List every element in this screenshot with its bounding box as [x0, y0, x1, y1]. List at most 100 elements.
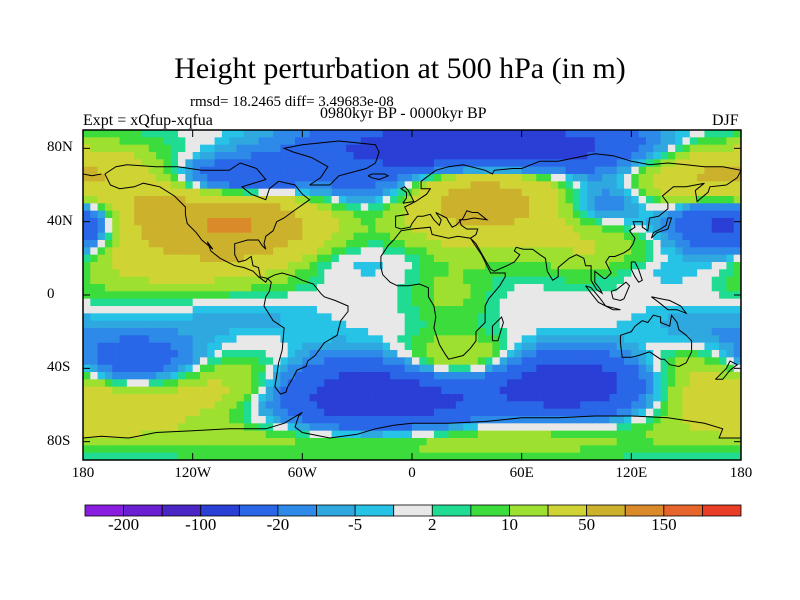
field-cell	[572, 386, 581, 395]
field-cell	[397, 137, 406, 146]
field-cell	[558, 379, 567, 388]
field-cell	[550, 335, 559, 344]
field-cell	[514, 320, 523, 329]
field-cell	[682, 394, 691, 402]
field-cell	[704, 306, 713, 314]
field-cell	[558, 240, 567, 248]
field-cell	[463, 254, 472, 263]
field-cell	[346, 342, 355, 351]
field-cell	[126, 445, 135, 454]
field-cell	[119, 210, 128, 219]
field-cell	[316, 218, 325, 226]
field-cell	[258, 166, 267, 175]
field-cell	[528, 196, 537, 204]
field-cell	[689, 350, 698, 358]
field-cell	[346, 130, 355, 138]
field-cell	[726, 320, 735, 329]
field-cell	[156, 196, 165, 204]
field-cell	[412, 372, 420, 380]
field-cell	[704, 328, 713, 336]
field-cell	[324, 357, 333, 366]
field-cell	[528, 159, 537, 168]
field-cell	[163, 210, 172, 219]
field-cell	[382, 240, 391, 248]
field-cell	[156, 306, 165, 314]
field-cell	[616, 144, 625, 153]
field-cell	[148, 254, 157, 263]
field-cell	[199, 394, 208, 402]
field-cell	[163, 342, 172, 351]
field-cell	[587, 350, 596, 358]
field-cell	[594, 423, 603, 432]
field-cell	[477, 408, 486, 417]
field-cell	[309, 452, 318, 460]
field-cell	[697, 313, 706, 322]
field-cell	[492, 218, 501, 226]
field-cell	[104, 269, 113, 278]
field-cell	[726, 210, 735, 219]
field-cell	[521, 423, 530, 432]
field-cell	[660, 232, 669, 241]
field-cell	[134, 203, 143, 212]
field-cell	[521, 276, 530, 285]
field-cell	[492, 232, 501, 241]
field-cell	[485, 137, 494, 146]
field-cell	[558, 210, 567, 219]
field-cell	[192, 210, 201, 219]
field-cell	[631, 445, 640, 454]
field-cell	[221, 452, 230, 460]
field-cell	[470, 379, 479, 388]
field-cell	[565, 350, 574, 358]
field-cell	[543, 137, 552, 146]
field-cell	[346, 210, 355, 219]
field-cell	[638, 357, 647, 366]
field-cell	[178, 144, 186, 153]
field-cell	[719, 452, 727, 460]
field-cell	[178, 152, 186, 160]
field-cell	[229, 218, 238, 226]
field-cell	[324, 416, 333, 424]
field-cell	[704, 452, 713, 460]
field-cell	[353, 284, 362, 292]
field-cell	[550, 350, 559, 358]
field-cell	[660, 335, 669, 344]
field-cell	[112, 430, 121, 439]
field-cell	[543, 196, 552, 204]
field-cell	[324, 269, 333, 278]
field-cell	[675, 269, 684, 278]
field-cell	[163, 416, 172, 424]
field-cell	[412, 284, 420, 292]
field-cell	[528, 423, 537, 432]
field-cell	[419, 423, 428, 432]
field-cell	[660, 218, 669, 226]
field-cell	[719, 335, 727, 344]
field-cell	[338, 130, 347, 138]
field-cell	[126, 423, 135, 432]
field-cell	[83, 386, 91, 395]
field-cell	[287, 284, 296, 292]
field-cell	[119, 364, 128, 373]
field-cell	[302, 416, 311, 424]
field-cell	[360, 276, 369, 285]
field-cell	[302, 166, 311, 175]
field-cell	[470, 210, 479, 219]
field-cell	[638, 225, 647, 234]
field-cell	[178, 137, 186, 146]
field-cell	[624, 181, 632, 190]
field-cell	[528, 342, 537, 351]
field-cell	[521, 364, 530, 373]
field-cell	[653, 452, 662, 460]
field-cell	[719, 240, 727, 248]
field-cell	[192, 218, 201, 226]
field-cell	[733, 262, 741, 270]
field-cell	[463, 430, 472, 439]
field-cell	[536, 445, 545, 454]
field-cell	[104, 386, 113, 395]
field-cell	[119, 394, 128, 402]
field-cell	[455, 452, 464, 460]
field-cell	[689, 254, 698, 263]
field-cell	[251, 130, 260, 138]
field-cell	[236, 342, 245, 351]
field-cell	[156, 430, 165, 439]
field-cell	[514, 284, 523, 292]
